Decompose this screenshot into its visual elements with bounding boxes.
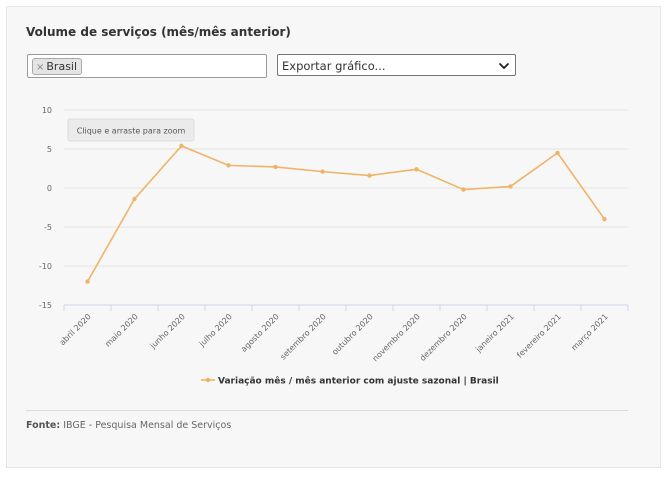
x-tick-label: novembro 2020 xyxy=(371,312,422,363)
data-point[interactable] xyxy=(461,187,466,192)
region-multiselect[interactable]: × Brasil xyxy=(27,54,267,78)
source-label: Fonte: xyxy=(26,420,61,431)
zoom-hint-text: Clique e arraste para zoom xyxy=(77,127,186,136)
data-point[interactable] xyxy=(367,173,372,178)
y-tick-label: 5 xyxy=(47,145,52,154)
x-tick-label: dezembro 2020 xyxy=(418,312,469,363)
divider xyxy=(26,410,628,411)
data-point[interactable] xyxy=(414,167,419,172)
y-tick-label: 10 xyxy=(42,106,52,115)
data-point[interactable] xyxy=(226,163,231,168)
x-tick-label: maio 2020 xyxy=(103,312,140,349)
x-tick-label: março 2021 xyxy=(570,312,610,352)
source-note: Fonte: IBGE - Pesquisa Mensal de Serviço… xyxy=(26,420,231,431)
chart-title: Volume de serviços (mês/mês anterior) xyxy=(26,25,291,39)
legend-item[interactable]: Variação mês / mês anterior com ajuste s… xyxy=(218,376,499,387)
data-point[interactable] xyxy=(602,217,607,222)
remove-tag-icon[interactable]: × xyxy=(36,62,45,73)
x-tick-label: outubro 2020 xyxy=(330,312,375,357)
y-tick-label: -15 xyxy=(39,301,52,310)
data-point[interactable] xyxy=(320,169,325,174)
x-tick-label: janeiro 2021 xyxy=(473,312,516,355)
y-tick-label: 0 xyxy=(47,184,52,193)
data-point[interactable] xyxy=(555,150,560,156)
x-tick-label: junho 2020 xyxy=(148,312,187,351)
export-chart-label: Exportar gráfico... xyxy=(282,59,386,73)
data-point[interactable] xyxy=(273,164,278,170)
data-point[interactable] xyxy=(132,196,137,202)
chevron-down-icon xyxy=(498,62,510,70)
x-tick-label: abril 2020 xyxy=(58,312,93,347)
x-tick-label: setembro 2020 xyxy=(278,312,327,361)
selected-region-tag[interactable]: × Brasil xyxy=(32,58,83,75)
chart-card xyxy=(6,6,661,468)
export-chart-select[interactable]: Exportar gráfico... xyxy=(277,54,516,76)
selected-region-label: Brasil xyxy=(46,60,78,73)
legend-swatch-marker[interactable] xyxy=(205,377,211,383)
x-tick-label: fevereiro 2021 xyxy=(515,312,563,360)
data-point[interactable] xyxy=(508,184,513,189)
x-tick-label: julho 2020 xyxy=(197,312,234,349)
y-tick-label: -5 xyxy=(44,223,52,232)
y-tick-label: -10 xyxy=(39,262,52,271)
series-line xyxy=(86,145,606,282)
source-text: IBGE - Pesquisa Mensal de Serviços xyxy=(63,420,232,431)
x-tick-label: agosto 2020 xyxy=(239,312,281,354)
data-point[interactable] xyxy=(179,143,184,149)
data-point[interactable] xyxy=(85,279,90,284)
zoom-hint-box xyxy=(67,118,195,142)
